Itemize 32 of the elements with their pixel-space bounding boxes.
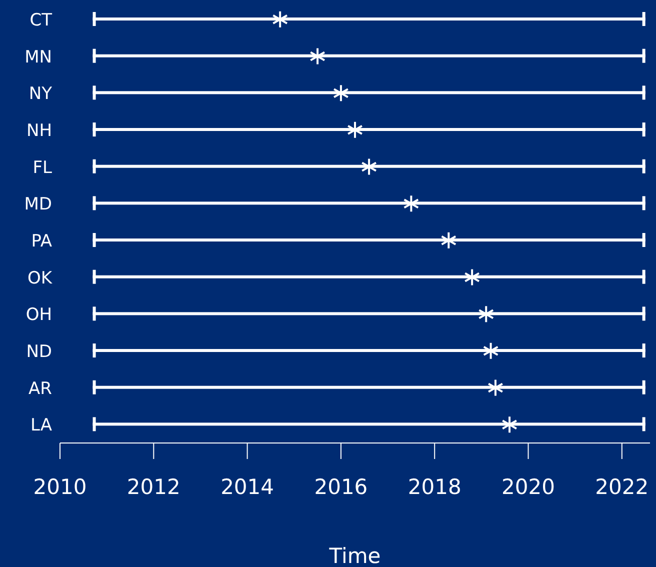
y-tick-label: OK bbox=[27, 268, 53, 288]
y-tick-label: MN bbox=[24, 47, 52, 68]
y-tick-label: NH bbox=[26, 120, 52, 141]
point bbox=[361, 158, 377, 176]
point bbox=[478, 305, 494, 324]
x-tick-label: 2018 bbox=[408, 474, 462, 499]
point bbox=[488, 378, 504, 397]
y-tick-label: PA bbox=[31, 231, 52, 252]
point bbox=[347, 120, 363, 139]
y-tick-label: LA bbox=[30, 416, 52, 436]
x-tick-label: 2014 bbox=[220, 474, 274, 499]
y-tick-label: FL bbox=[32, 158, 53, 178]
x-tick-label: 2010 bbox=[33, 474, 87, 499]
y-tick-label: AR bbox=[28, 378, 52, 399]
x-axis-title: Time bbox=[328, 544, 381, 567]
x-tick-label: 2022 bbox=[595, 474, 649, 499]
y-tick-label: NY bbox=[28, 84, 53, 104]
y-tick-label: MD bbox=[24, 194, 52, 215]
point bbox=[403, 194, 420, 213]
point bbox=[440, 231, 457, 250]
y-tick-label: CT bbox=[30, 10, 53, 30]
y-tick-label: OH bbox=[26, 305, 52, 326]
point bbox=[310, 47, 326, 66]
x-tick-label: 2016 bbox=[314, 474, 368, 499]
point bbox=[333, 84, 349, 102]
point bbox=[502, 416, 518, 434]
point bbox=[272, 10, 288, 28]
point bbox=[482, 342, 499, 360]
x-tick-label: 2012 bbox=[126, 474, 180, 499]
x-tick-label: 2020 bbox=[502, 474, 555, 499]
point bbox=[464, 268, 480, 286]
y-tick-label: ND bbox=[26, 342, 52, 362]
